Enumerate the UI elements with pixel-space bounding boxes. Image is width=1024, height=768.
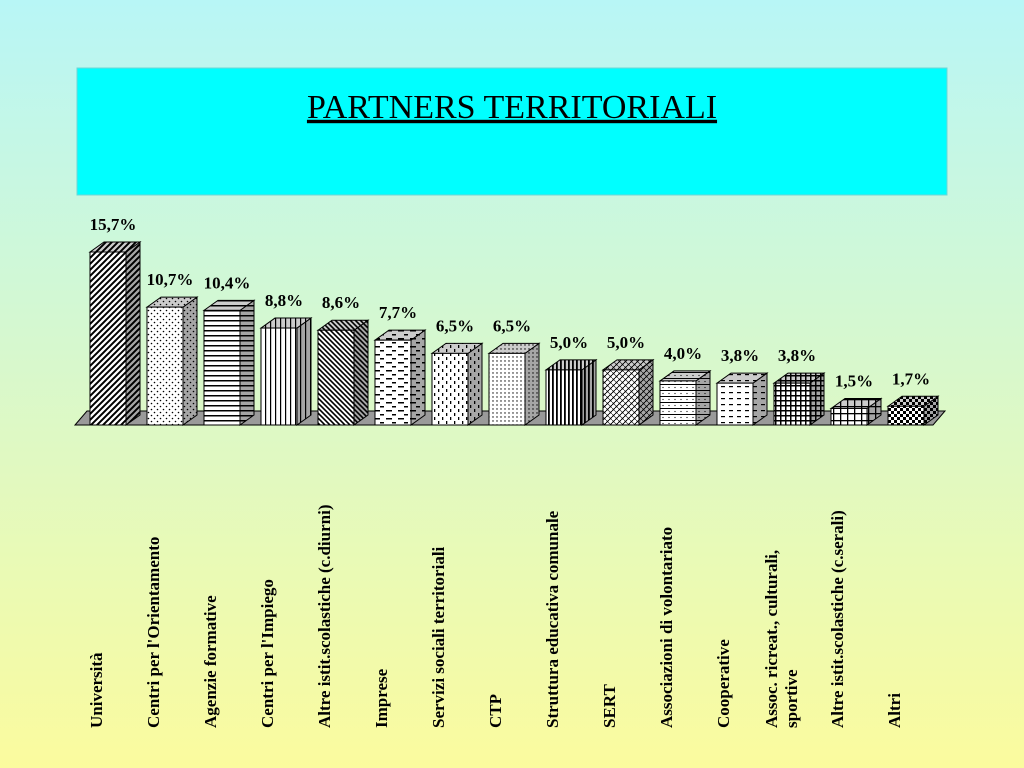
bar-top-shade bbox=[204, 300, 254, 311]
x-tick-label: Cooperative bbox=[714, 639, 733, 728]
value-label: 3,8% bbox=[778, 346, 816, 365]
bar bbox=[830, 407, 868, 426]
x-tick-label: Associazioni di volontariato bbox=[657, 527, 676, 728]
bar bbox=[887, 405, 925, 426]
bar-group bbox=[373, 329, 427, 426]
bar-top-shade bbox=[774, 373, 824, 384]
x-tick-label: Centri per l'Impiego bbox=[258, 579, 277, 728]
x-tick-label: Altre istit.scolastiche (c.serali) bbox=[828, 510, 847, 728]
bar-top-shade bbox=[603, 359, 653, 370]
bar-group bbox=[658, 369, 712, 426]
bar-top-shade bbox=[318, 320, 368, 331]
bar-side-shade bbox=[696, 370, 710, 425]
bar-group bbox=[259, 317, 313, 426]
bar bbox=[374, 339, 412, 426]
bar-top-shade bbox=[888, 396, 938, 407]
bar-side-shade bbox=[126, 242, 140, 425]
title-box bbox=[76, 67, 948, 196]
bar bbox=[89, 251, 127, 426]
bar-top-shade bbox=[717, 373, 767, 384]
bar-group bbox=[544, 358, 598, 426]
bar-group bbox=[601, 358, 655, 426]
bar-side-shade bbox=[183, 297, 197, 425]
value-label: 10,7% bbox=[147, 270, 194, 289]
x-tick-label: Altre istit.scolastiche (c.diurni) bbox=[315, 505, 334, 728]
bar-side-shade bbox=[753, 373, 767, 425]
bar-side-shade bbox=[411, 330, 425, 425]
bar bbox=[146, 306, 184, 426]
bar-top-shade bbox=[261, 318, 311, 329]
bar-top-shade bbox=[375, 330, 425, 341]
bar-side-shade bbox=[297, 318, 311, 425]
x-tick-label: SERT bbox=[600, 684, 619, 728]
bar-group bbox=[316, 319, 370, 426]
bar-group bbox=[202, 299, 256, 426]
x-tick-label: Servizi sociali territoriali bbox=[429, 546, 448, 728]
value-label: 10,4% bbox=[204, 273, 251, 292]
bar bbox=[773, 382, 811, 426]
x-tick-label: Assoc. ricreat., culturali,sportive bbox=[762, 550, 801, 728]
value-label: 6,5% bbox=[493, 316, 531, 335]
bar-side-shade bbox=[924, 396, 938, 425]
bar-group bbox=[88, 241, 142, 426]
bar-group bbox=[715, 372, 769, 426]
value-label: 1,7% bbox=[892, 369, 930, 388]
bar bbox=[431, 352, 469, 426]
x-tick-label: Agenzie formative bbox=[201, 595, 220, 728]
bar bbox=[488, 352, 526, 426]
bar bbox=[545, 369, 583, 426]
bar bbox=[602, 369, 640, 426]
x-tick-label: Imprese bbox=[372, 668, 391, 728]
bar-group bbox=[487, 342, 541, 426]
value-label: 3,8% bbox=[721, 346, 759, 365]
value-label: 6,5% bbox=[436, 316, 474, 335]
bar-top-shade bbox=[660, 370, 710, 381]
x-tick-label: Università bbox=[87, 652, 106, 728]
bar-top-shade bbox=[489, 343, 539, 354]
bar-side-shade bbox=[468, 343, 482, 425]
bar bbox=[260, 327, 298, 426]
bar-side-shade bbox=[639, 359, 653, 425]
bar-group bbox=[886, 395, 940, 426]
value-label: 5,0% bbox=[607, 333, 645, 352]
bar-side-shade bbox=[810, 373, 824, 425]
value-label: 8,6% bbox=[322, 293, 360, 312]
x-tick-label: Altri bbox=[885, 693, 904, 728]
bar-side-shade bbox=[867, 398, 881, 425]
bar bbox=[203, 309, 241, 426]
x-tick-label: Struttura educativa comunale bbox=[543, 510, 562, 728]
bar-top-shade bbox=[546, 359, 596, 370]
value-label: 5,0% bbox=[550, 333, 588, 352]
bar-side-shade bbox=[582, 359, 596, 425]
value-label: 7,7% bbox=[379, 303, 417, 322]
bar-top-shade bbox=[147, 297, 197, 308]
value-label: 4,0% bbox=[664, 344, 702, 363]
value-label: 15,7% bbox=[90, 215, 137, 234]
bar-side-shade bbox=[525, 343, 539, 425]
x-tick-label: CTP bbox=[486, 694, 505, 728]
bar-group bbox=[430, 342, 484, 426]
bar-group bbox=[145, 296, 199, 426]
value-label: 8,8% bbox=[265, 291, 303, 310]
x-tick-label: Centri per l'Orientamento bbox=[144, 537, 163, 728]
chart-title: PARTNERS TERRITORIALI bbox=[307, 89, 717, 126]
bar-top-shade bbox=[90, 242, 140, 252]
bar-side-shade bbox=[240, 300, 254, 425]
bar-group bbox=[829, 397, 883, 426]
bar-top-shade bbox=[432, 343, 482, 354]
bar-side-shade bbox=[354, 320, 368, 425]
value-label: 1,5% bbox=[835, 371, 873, 390]
bar bbox=[659, 380, 697, 426]
bar bbox=[716, 382, 754, 426]
bar bbox=[317, 329, 355, 426]
bar-top-shade bbox=[831, 398, 881, 409]
bar-group bbox=[772, 372, 826, 426]
